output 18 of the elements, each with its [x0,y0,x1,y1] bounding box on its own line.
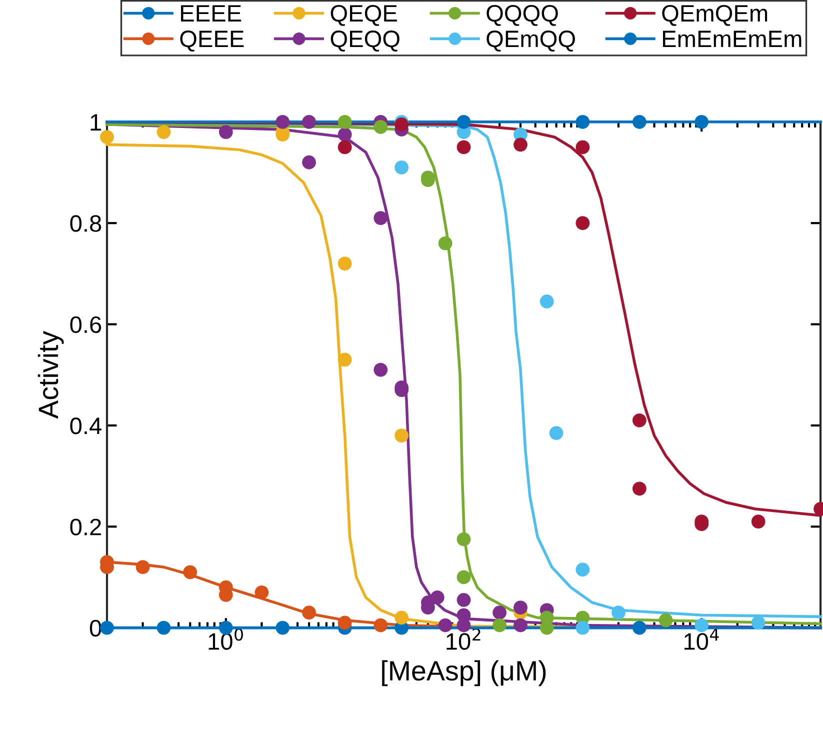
legend-label: EEEE [181,5,242,22]
legend-label: EmEmEmEm [663,30,802,48]
x-axis-title: [MeAsp] (μM) [382,660,546,686]
legend-label: QEQQ [330,30,400,52]
legend-label: QEEE [180,30,244,52]
y-tick-label: 0.8 [70,215,102,232]
y-axis-title: Activity [38,330,64,419]
y-tick-label: 0.6 [70,316,102,334]
y-tick-label: 0 [90,620,102,637]
legend-label: QQQQ [486,4,558,26]
y-tick-label: 0.4 [70,418,102,434]
legend-label: QEQE [330,4,397,26]
legend-label: QEmQQ [486,30,575,52]
x-tick-label: 10$^{4}$ [684,628,719,650]
y-tick-label: 0.2 [70,518,101,536]
y-tick-label: 1 [90,114,101,130]
legend-label: QEmQEm [662,4,768,26]
x-tick-label: 10$^{0}$ [208,628,243,650]
